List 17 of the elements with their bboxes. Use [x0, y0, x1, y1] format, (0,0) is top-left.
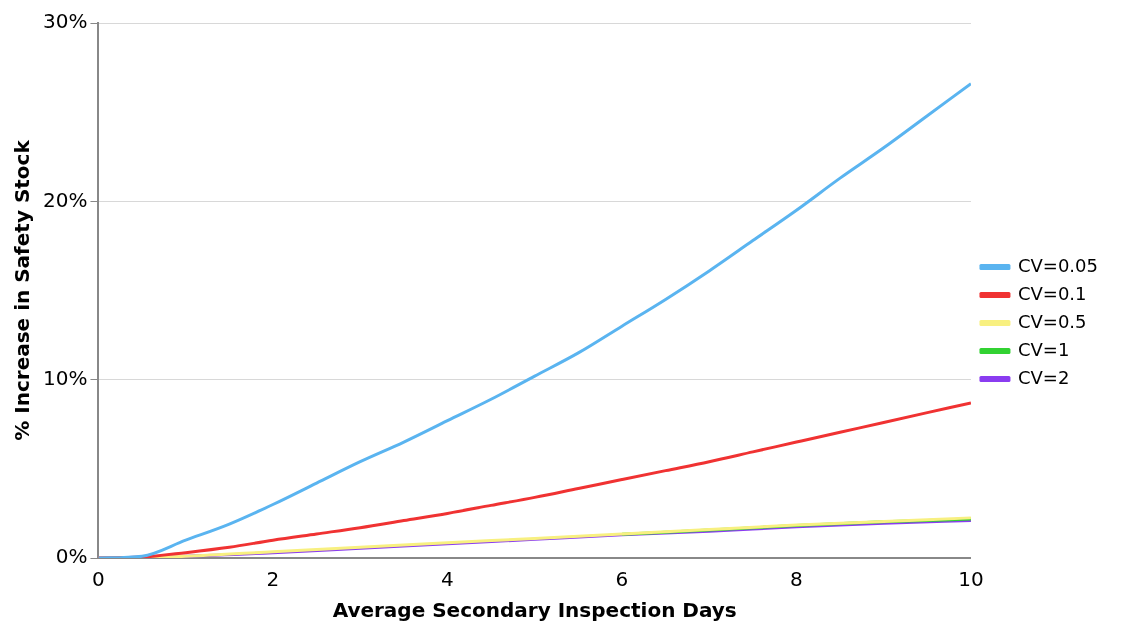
x-axis-title: Average Secondary Inspection Days [332, 598, 737, 623]
y-tick-label: 30% [43, 9, 88, 34]
x-tick-label: 0 [92, 567, 105, 592]
legend-label: CV=0.05 [1017, 254, 1098, 276]
x-tick-label: 6 [615, 567, 629, 592]
legend-label: CV=0.1 [1017, 282, 1087, 304]
x-tick-label: 10 [958, 567, 984, 592]
legend-label: CV=1 [1017, 338, 1070, 360]
legend-label: CV=0.5 [1017, 310, 1087, 332]
y-tick-label: 0% [55, 544, 88, 569]
y-tick-label: 20% [43, 187, 88, 212]
x-tick-label: 2 [266, 567, 280, 592]
y-axis-title: % Increase in Safety Stock [10, 139, 35, 441]
x-tick-label: 4 [441, 567, 454, 592]
y-tick-label: 10% [43, 365, 88, 390]
x-tick-label: 8 [790, 567, 803, 592]
legend-label: CV=2 [1017, 366, 1070, 388]
